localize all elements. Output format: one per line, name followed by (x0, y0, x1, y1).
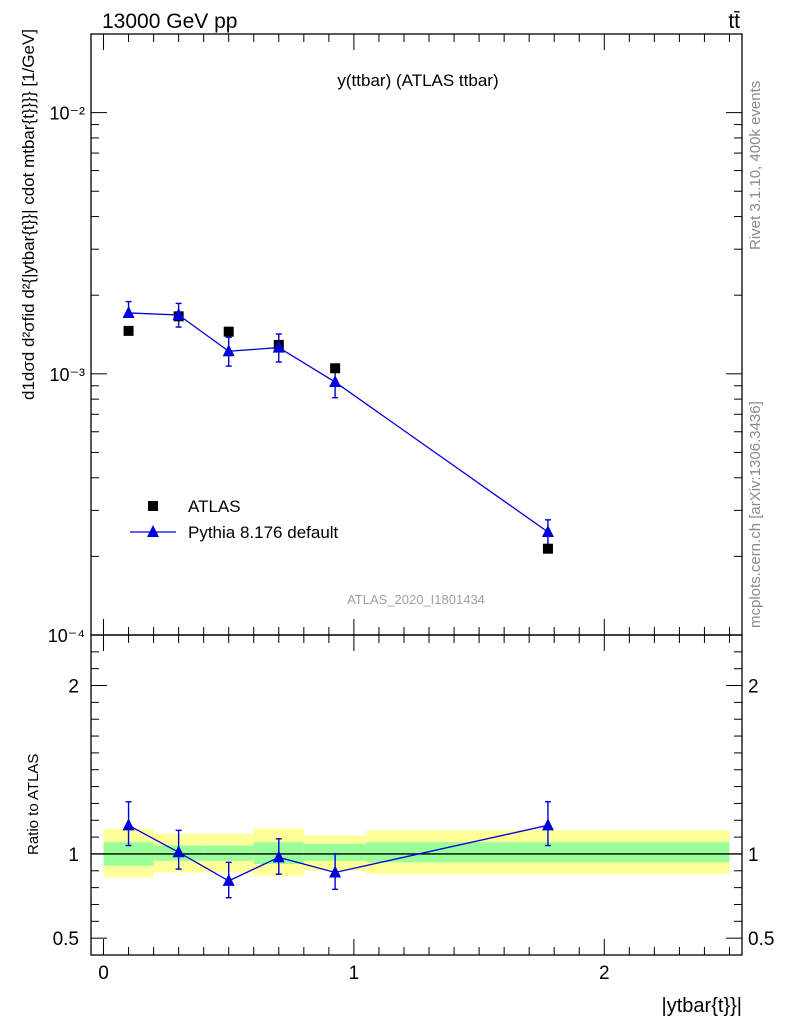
pythia-point (541, 524, 554, 537)
ratio-y-tick-label-right: 1 (748, 845, 759, 866)
mcplots-label: mcplots.cern.ch [arXiv:1306.3436] (747, 401, 764, 628)
ratio-y-tick-label: 0.5 (53, 929, 79, 950)
ratio-pythia-point (541, 818, 554, 831)
atlas-point (123, 325, 134, 336)
ratio-uncertainty-bands (91, 828, 742, 878)
ratio-y-tick-label-right: 0.5 (748, 929, 774, 950)
plot-title: y(ttbar) (ATLAS ttbar) (337, 71, 498, 90)
ratio-y-tick-label: 2 (68, 677, 79, 698)
x-tick-label: 0 (98, 963, 109, 984)
ratio-pythia-point (272, 850, 285, 863)
inner-band-bin (303, 843, 367, 861)
ratio-y-tick-label-right: 2 (748, 677, 759, 698)
pythia-point (122, 305, 135, 318)
legend-atlas-label: ATLAS (188, 497, 241, 516)
ratio-frame (90, 634, 743, 956)
ratio-pythia-point (222, 873, 235, 886)
main-y-tick-label: 10⁻³ (49, 365, 85, 385)
ratio-pythia-point (122, 818, 135, 831)
x-tick-label: 1 (349, 963, 360, 984)
main-y-tick-label: 10⁻⁴ (48, 626, 85, 646)
legend: ATLAS Pythia 8.176 default (130, 497, 339, 542)
axis-tick-labels: 10⁻⁴ 10⁻³ 10⁻² 0.5 0.5 1 1 2 2 0 1 2 (48, 104, 775, 984)
inner-band-bin (366, 842, 730, 863)
inner-band-bin (203, 845, 254, 861)
ratio-pythia-point (172, 845, 185, 858)
legend-atlas-marker (148, 501, 158, 511)
data-series (122, 300, 554, 899)
pythia-point (329, 375, 342, 388)
pythia-point (172, 307, 185, 320)
legend-pythia-marker (147, 525, 159, 537)
x-axis-label: |ytbar{t}}| (662, 995, 742, 1017)
ratio-y-tick-label: 1 (68, 845, 79, 866)
atlas-point (330, 363, 341, 374)
header-left: 13000 GeV pp (102, 10, 237, 33)
atlas-point (223, 326, 234, 337)
axes-frames (90, 33, 743, 956)
pythia-point (272, 340, 285, 353)
atlas-point (542, 543, 553, 554)
axis-ticks (91, 33, 742, 956)
ratio-pythia-line (128, 824, 549, 882)
rivet-label: Rivet 3.1.10, 400k events (747, 81, 764, 250)
main-ylabel: d1dσd d²σfid d²{|ytbar{t}}| cdot mtbar{t… (19, 29, 38, 400)
main-y-tick-label: 10⁻² (49, 104, 85, 124)
main-frame (90, 33, 743, 636)
watermark: ATLAS_2020_I1801434 (347, 592, 485, 607)
pythia-point (222, 344, 235, 357)
x-tick-label: 2 (599, 963, 610, 984)
ratio-pythia-point (329, 865, 342, 878)
ratio-ylabel: Ratio to ATLAS (25, 754, 42, 855)
pythia-line (128, 312, 549, 533)
legend-pythia-label: Pythia 8.176 default (188, 523, 339, 542)
header-right: tt̄ (728, 10, 740, 33)
